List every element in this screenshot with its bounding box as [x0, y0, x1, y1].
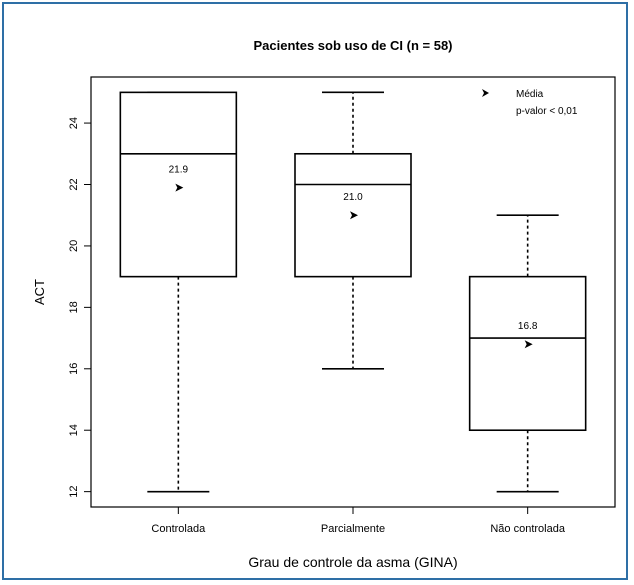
legend: Média p-valor < 0,01 — [482, 89, 578, 117]
box-group-3: 16.8 — [468, 214, 587, 493]
chart-title: Pacientes sob uso de CI (n = 58) — [253, 38, 452, 53]
boxes: 21.9 21.0 16.8 — [119, 91, 587, 493]
legend-note: p-valor < 0,01 — [516, 106, 578, 117]
mean-marker — [350, 211, 358, 220]
y-tick-label: 24 — [68, 117, 80, 129]
x-axis-label: Grau de controle da asma (GINA) — [248, 554, 457, 570]
legend-mean-marker — [482, 89, 489, 97]
x-tick-label: Parcialmente — [321, 523, 385, 535]
box-iqr — [119, 91, 238, 278]
mean-value-label: 21.9 — [169, 165, 189, 176]
mean-marker — [524, 340, 533, 349]
box-iqr — [468, 275, 587, 432]
mean-marker — [175, 183, 184, 192]
box-group-2: 21.0 — [294, 91, 412, 370]
y-tick-label: 20 — [68, 240, 80, 252]
box-group-1: 21.9 — [119, 91, 238, 493]
x-axis: Controlada Parcialmente Não controlada — [151, 507, 566, 535]
mean-value-label: 21.0 — [343, 192, 363, 203]
x-tick-label: Não controlada — [490, 523, 565, 535]
y-axis-label: ACT — [32, 279, 47, 305]
y-tick-label: 12 — [68, 486, 80, 498]
x-tick-label: Controlada — [151, 523, 206, 535]
y-tick-label: 22 — [68, 178, 80, 190]
y-tick-label: 14 — [68, 424, 80, 436]
y-tick-label: 16 — [68, 363, 80, 375]
y-axis: 12 14 16 18 20 22 24 — [68, 117, 91, 498]
y-tick-label: 18 — [68, 301, 80, 313]
legend-mean-label: Média — [516, 89, 544, 100]
mean-value-label: 16.8 — [518, 321, 538, 332]
